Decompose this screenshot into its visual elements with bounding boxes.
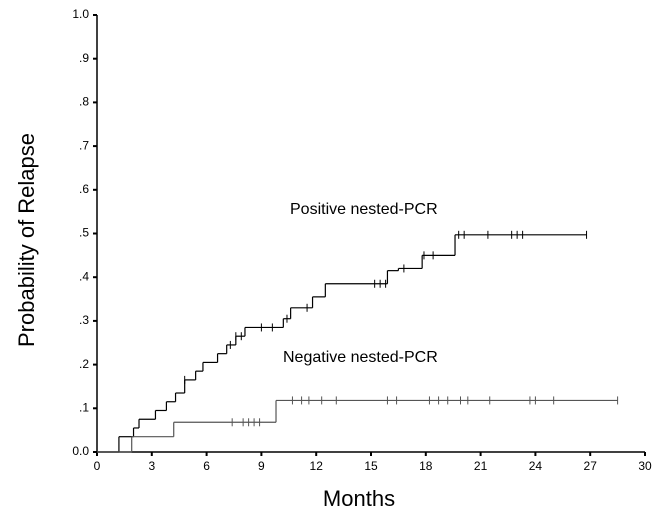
y-tick-label: .4 bbox=[79, 269, 89, 283]
y-tick-label: .5 bbox=[79, 226, 89, 240]
x-tick-label: 24 bbox=[529, 459, 543, 473]
x-tick-label: 15 bbox=[364, 459, 378, 473]
x-tick-label: 9 bbox=[258, 459, 265, 473]
y-axis-label: Probability of Relapse bbox=[14, 133, 39, 347]
x-tick-label: 6 bbox=[203, 459, 210, 473]
y-tick-label: .6 bbox=[79, 182, 89, 196]
x-axis-label: Months bbox=[323, 486, 395, 511]
x-tick-label: 30 bbox=[638, 459, 652, 473]
x-tick-label: 0 bbox=[94, 459, 101, 473]
y-tick-label: 0.0 bbox=[72, 444, 89, 458]
x-tick-label: 3 bbox=[148, 459, 155, 473]
y-tick-label: .7 bbox=[79, 138, 89, 152]
y-tick-label: .8 bbox=[79, 95, 89, 109]
y-tick-label: .3 bbox=[79, 313, 89, 327]
y-tick-label: 1.0 bbox=[72, 7, 89, 21]
y-tick-label: .1 bbox=[79, 400, 89, 414]
x-tick-label: 21 bbox=[474, 459, 488, 473]
x-tick-label: 27 bbox=[584, 459, 598, 473]
series-label: Positive nested-PCR bbox=[290, 201, 438, 218]
y-tick-label: .2 bbox=[79, 357, 89, 371]
x-tick-label: 18 bbox=[419, 459, 433, 473]
x-tick-label: 12 bbox=[310, 459, 324, 473]
y-tick-label: .9 bbox=[79, 51, 89, 65]
series-label: Negative nested-PCR bbox=[283, 349, 438, 366]
